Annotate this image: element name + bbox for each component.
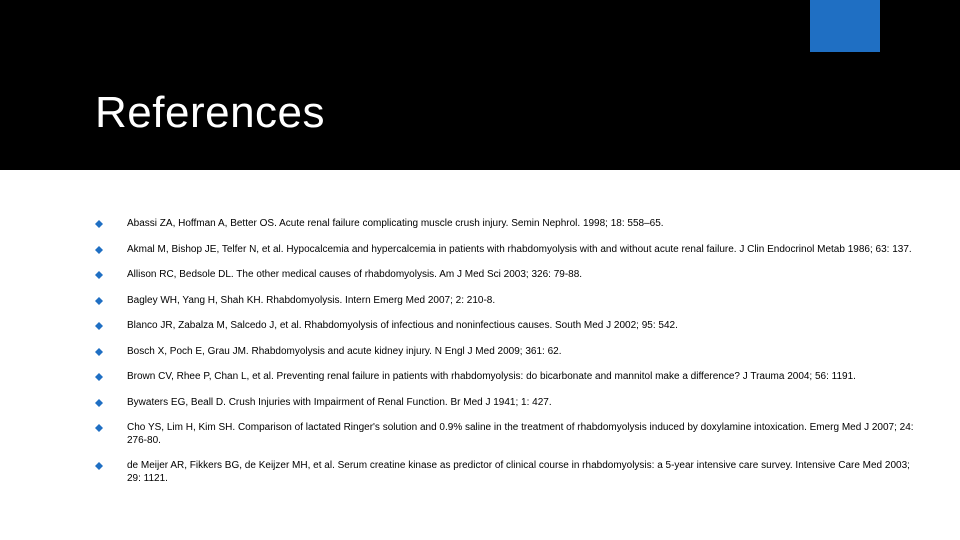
- diamond-bullet-icon: [95, 399, 103, 407]
- diamond-bullet-icon: [95, 462, 103, 470]
- diamond-bullet-icon: [95, 424, 103, 432]
- reference-text: Brown CV, Rhee P, Chan L, et al. Prevent…: [127, 371, 856, 384]
- reference-item: Bagley WH, Yang H, Shah KH. Rhabdomyolys…: [95, 295, 920, 308]
- diamond-bullet-icon: [95, 220, 103, 228]
- reference-text: Bywaters EG, Beall D. Crush Injuries wit…: [127, 397, 552, 410]
- reference-text: Cho YS, Lim H, Kim SH. Comparison of lac…: [127, 422, 920, 447]
- reference-item: Cho YS, Lim H, Kim SH. Comparison of lac…: [95, 422, 920, 447]
- diamond-bullet-icon: [95, 322, 103, 330]
- reference-item: de Meijer AR, Fikkers BG, de Keijzer MH,…: [95, 460, 920, 485]
- accent-bar: [810, 0, 880, 52]
- reference-item: Bosch X, Poch E, Grau JM. Rhabdomyolysis…: [95, 346, 920, 359]
- diamond-bullet-icon: [95, 373, 103, 381]
- reference-item: Akmal M, Bishop JE, Telfer N, et al. Hyp…: [95, 244, 920, 257]
- reference-text: Bosch X, Poch E, Grau JM. Rhabdomyolysis…: [127, 346, 561, 359]
- reference-text: de Meijer AR, Fikkers BG, de Keijzer MH,…: [127, 460, 920, 485]
- reference-text: Abassi ZA, Hoffman A, Better OS. Acute r…: [127, 218, 664, 231]
- diamond-bullet-icon: [95, 297, 103, 305]
- reference-item: Abassi ZA, Hoffman A, Better OS. Acute r…: [95, 218, 920, 231]
- reference-item: Blanco JR, Zabalza M, Salcedo J, et al. …: [95, 320, 920, 333]
- reference-text: Allison RC, Bedsole DL. The other medica…: [127, 269, 582, 282]
- reference-text: Bagley WH, Yang H, Shah KH. Rhabdomyolys…: [127, 295, 495, 308]
- reference-item: Allison RC, Bedsole DL. The other medica…: [95, 269, 920, 282]
- diamond-bullet-icon: [95, 271, 103, 279]
- reference-item: Brown CV, Rhee P, Chan L, et al. Prevent…: [95, 371, 920, 384]
- reference-text: Blanco JR, Zabalza M, Salcedo J, et al. …: [127, 320, 678, 333]
- reference-item: Bywaters EG, Beall D. Crush Injuries wit…: [95, 397, 920, 410]
- page-title: References: [95, 88, 325, 138]
- diamond-bullet-icon: [95, 348, 103, 356]
- references-list: Abassi ZA, Hoffman A, Better OS. Acute r…: [95, 218, 920, 498]
- diamond-bullet-icon: [95, 246, 103, 254]
- reference-text: Akmal M, Bishop JE, Telfer N, et al. Hyp…: [127, 244, 912, 257]
